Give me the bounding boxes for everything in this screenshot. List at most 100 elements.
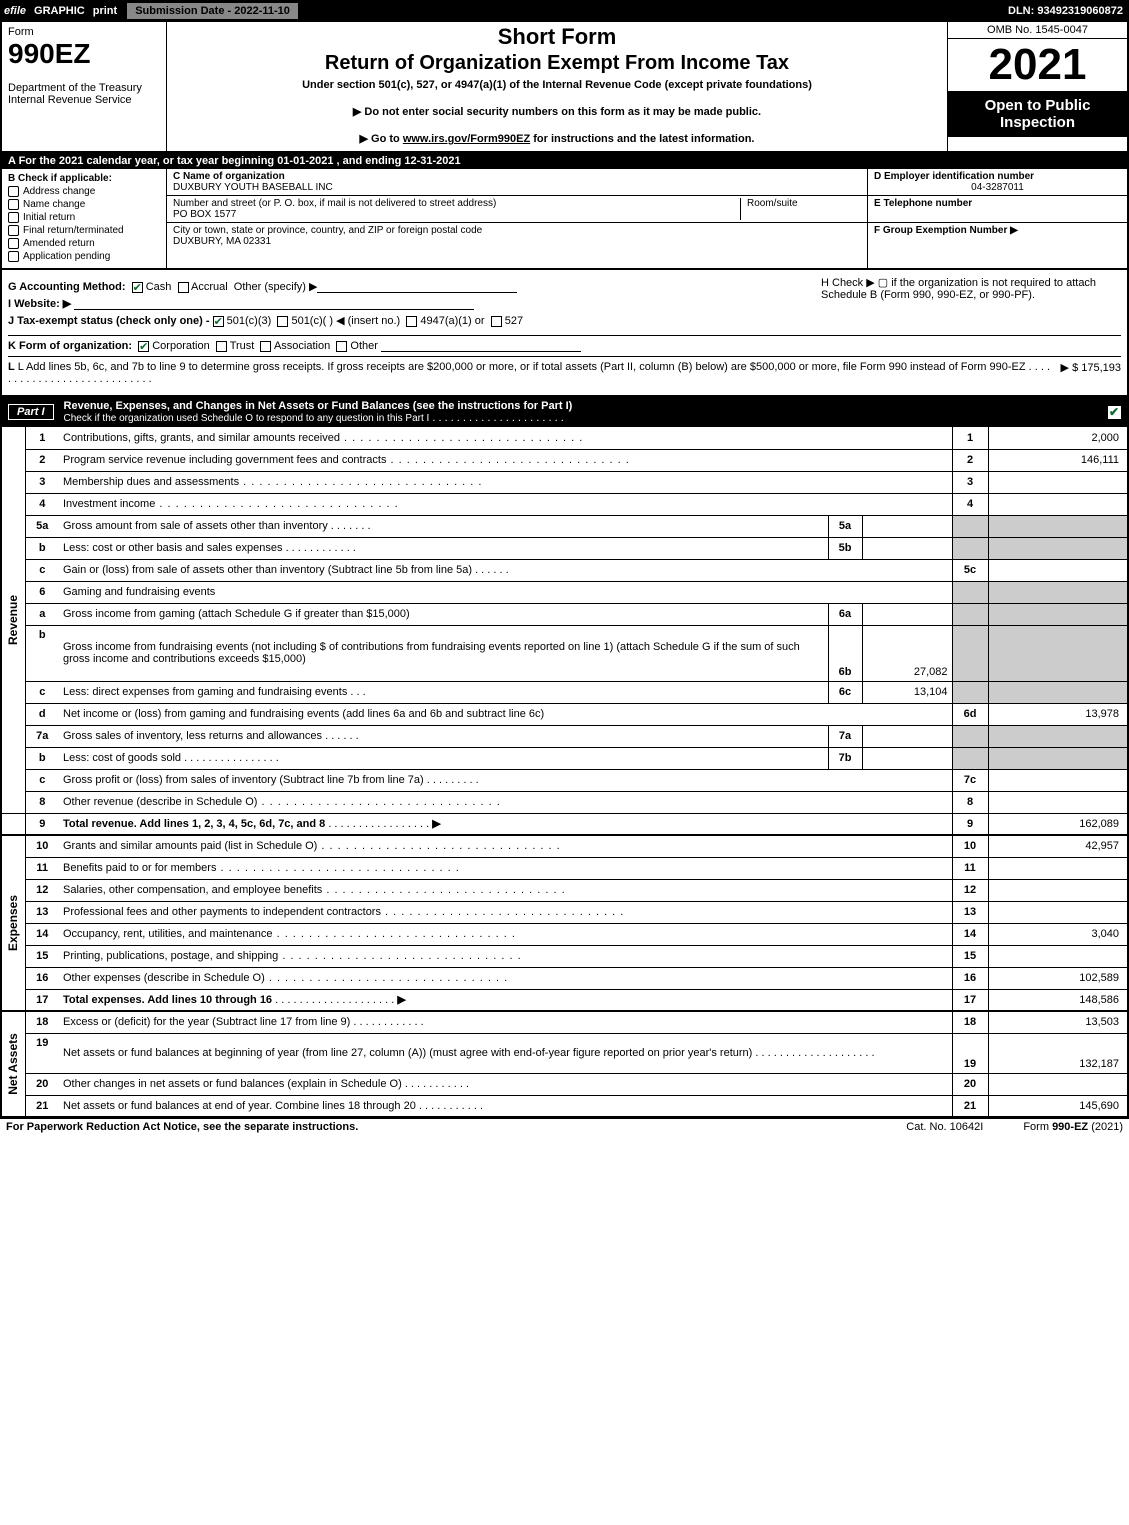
- section-bcdef: B Check if applicable: Address change Na…: [0, 169, 1129, 270]
- line-5b: b Less: cost or other basis and sales ex…: [1, 537, 1128, 559]
- row-l: L L Add lines 5b, 6c, and 7b to line 9 t…: [8, 356, 1121, 385]
- j-501c: 501(c)( ) ◀ (insert no.): [291, 315, 400, 327]
- checkbox-icon: [8, 251, 19, 262]
- revenue-side: Revenue: [1, 427, 25, 813]
- check-amended-return[interactable]: Amended return: [8, 238, 160, 249]
- revenue-label: Revenue: [6, 595, 20, 645]
- line-7c: c Gross profit or (loss) from sales of i…: [1, 769, 1128, 791]
- phone-value: [874, 209, 1121, 220]
- i-label: I Website: ▶: [8, 298, 71, 310]
- line-14: 14 Occupancy, rent, utilities, and maint…: [1, 923, 1128, 945]
- expenses-side: Expenses: [1, 835, 25, 1011]
- irs-link[interactable]: www.irs.gov/Form990EZ: [403, 133, 530, 145]
- header-left: Form 990EZ Department of the Treasury In…: [2, 22, 167, 151]
- title-short-form: Short Form: [175, 24, 939, 50]
- k-other: Other: [350, 340, 378, 352]
- form-number: 990EZ: [8, 38, 160, 70]
- c-city-label: City or town, state or province, country…: [173, 225, 861, 236]
- part-i-label: Part I: [8, 404, 54, 420]
- checkbox-icon: [8, 186, 19, 197]
- line-9: 9 Total revenue. Add lines 1, 2, 3, 4, 5…: [1, 813, 1128, 835]
- check-final-return[interactable]: Final return/terminated: [8, 225, 160, 236]
- org-city: DUXBURY, MA 02331: [173, 236, 861, 247]
- k-assoc: Association: [274, 340, 330, 352]
- e-label: E Telephone number: [874, 198, 1121, 209]
- j-4947: 4947(a)(1) or: [420, 315, 484, 327]
- line-5c: c Gain or (loss) from sale of assets oth…: [1, 559, 1128, 581]
- opt-application-pending: Application pending: [23, 251, 110, 262]
- checkbox-assoc-icon[interactable]: [260, 341, 271, 352]
- ein-value: 04-3287011: [874, 182, 1121, 193]
- part-i-checkbox-icon[interactable]: [1108, 406, 1121, 419]
- opt-initial-return: Initial return: [23, 212, 75, 223]
- note-ssn: ▶ Do not enter social security numbers o…: [175, 105, 939, 118]
- c-name-row: C Name of organization DUXBURY YOUTH BAS…: [167, 169, 867, 196]
- checkbox-501c-icon[interactable]: [277, 316, 288, 327]
- opt-name-change: Name change: [23, 199, 85, 210]
- checkbox-trust-icon[interactable]: [216, 341, 227, 352]
- print-link[interactable]: print: [93, 5, 117, 17]
- checkbox-icon: [8, 238, 19, 249]
- g-label: G Accounting Method:: [8, 281, 126, 293]
- opt-amended-return: Amended return: [23, 238, 95, 249]
- form-header: Form 990EZ Department of the Treasury In…: [0, 22, 1129, 153]
- line-6a: a Gross income from gaming (attach Sched…: [1, 603, 1128, 625]
- checkbox-cash-icon[interactable]: [132, 282, 143, 293]
- checkbox-other-icon[interactable]: [336, 341, 347, 352]
- g-other: Other (specify) ▶: [234, 281, 318, 293]
- j-label: J Tax-exempt status (check only one) -: [8, 315, 213, 327]
- check-initial-return[interactable]: Initial return: [8, 212, 160, 223]
- c-name-label: C Name of organization: [173, 171, 861, 182]
- dln-value: 93492319060872: [1037, 5, 1123, 17]
- k-other-line: [381, 340, 581, 352]
- g-cash: Cash: [146, 281, 172, 293]
- opt-final-return: Final return/terminated: [23, 225, 124, 236]
- checkbox-corp-icon[interactable]: [138, 341, 149, 352]
- line-20: 20 Other changes in net assets or fund b…: [1, 1073, 1128, 1095]
- check-address-change[interactable]: Address change: [8, 186, 160, 197]
- line-num: 1: [25, 427, 59, 449]
- dln: DLN: 93492319060872: [1008, 5, 1123, 17]
- j-527: 527: [505, 315, 523, 327]
- checkbox-accrual-icon[interactable]: [178, 282, 189, 293]
- line-8: 8 Other revenue (describe in Schedule O)…: [1, 791, 1128, 813]
- midbox-g-to-l: H Check ▶ ▢ if the organization is not r…: [0, 270, 1129, 397]
- org-name: DUXBURY YOUTH BASEBALL INC: [173, 182, 861, 193]
- efile-label: efile: [4, 5, 26, 17]
- col-b-checkboxes: B Check if applicable: Address change Na…: [2, 169, 167, 268]
- line-ref: 1: [952, 427, 988, 449]
- j-501c3: 501(c)(3): [227, 315, 272, 327]
- line-4: 4 Investment income 4: [1, 493, 1128, 515]
- line-1: Revenue 1 Contributions, gifts, grants, …: [1, 427, 1128, 449]
- f-label: F Group Exemption Number ▶: [874, 225, 1121, 236]
- row-a-tax-year: A For the 2021 calendar year, or tax yea…: [0, 153, 1129, 169]
- checkbox-icon: [8, 225, 19, 236]
- website-line: [74, 298, 474, 310]
- opt-address-change: Address change: [23, 186, 95, 197]
- graphic-label: GRAPHIC: [34, 5, 85, 17]
- line-6b: b Gross income from fundraising events (…: [1, 625, 1128, 681]
- dln-label: DLN:: [1008, 5, 1037, 17]
- checkbox-527-icon[interactable]: [491, 316, 502, 327]
- check-name-change[interactable]: Name change: [8, 199, 160, 210]
- omb-number: OMB No. 1545-0047: [948, 22, 1127, 39]
- k-label: K Form of organization:: [8, 340, 132, 352]
- checkbox-4947-icon[interactable]: [406, 316, 417, 327]
- check-application-pending[interactable]: Application pending: [8, 251, 160, 262]
- line-16: 16 Other expenses (describe in Schedule …: [1, 967, 1128, 989]
- checkbox-501c3-icon[interactable]: [213, 316, 224, 327]
- org-address: PO BOX 1577: [173, 209, 734, 220]
- page-footer: For Paperwork Reduction Act Notice, see …: [0, 1118, 1129, 1135]
- open-to-public: Open to Public Inspection: [948, 91, 1127, 137]
- subdate-label: Submission Date -: [135, 5, 234, 17]
- h-check: H Check ▶ ▢ if the organization is not r…: [821, 276, 1121, 301]
- part-i-sub: Check if the organization used Schedule …: [64, 413, 430, 424]
- col-de: D Employer identification number 04-3287…: [867, 169, 1127, 268]
- line-3: 3 Membership dues and assessments 3: [1, 471, 1128, 493]
- netassets-label: Net Assets: [6, 1033, 20, 1095]
- d-label: D Employer identification number: [874, 171, 1121, 182]
- col-c-org-info: C Name of organization DUXBURY YOUTH BAS…: [167, 169, 867, 268]
- note-goto: ▶ Go to www.irs.gov/Form990EZ for instru…: [175, 132, 939, 145]
- c-city-row: City or town, state or province, country…: [167, 223, 867, 249]
- e-phone-row: E Telephone number: [868, 196, 1127, 223]
